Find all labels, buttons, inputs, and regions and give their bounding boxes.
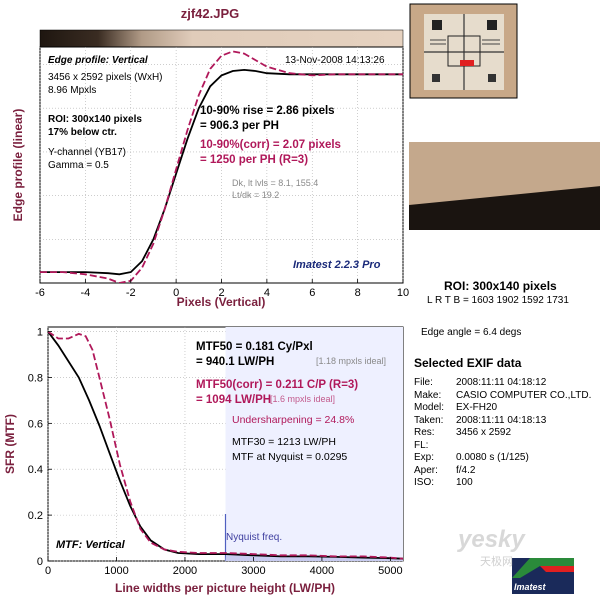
mtf-x-label: Line widths per picture height (LW/PH) (115, 581, 335, 595)
x-tick-label: 8 (355, 287, 361, 299)
nyquist-label: Nyquist freq. (226, 532, 282, 543)
x-tick-label: 5000 (378, 565, 402, 577)
x-tick-label: 0 (173, 287, 179, 299)
imatest-logo-text: Imatest (514, 582, 546, 592)
y-tick-label: 0.4 (28, 464, 43, 476)
undersharpening: Undersharpening = 24.8% (232, 414, 355, 426)
x-tick-label: 6 (309, 287, 315, 299)
mtf-ticks: 0 1000 2000 3000 4000 5000 0 0.2 0.4 0.6 0.8 1 (28, 327, 403, 577)
y-tick-label: 0.6 (28, 418, 43, 430)
exif-key: Res: (414, 427, 435, 438)
beyond-nyquist-shade (225, 327, 403, 561)
series-line-corrected (40, 50, 403, 283)
edge-profile-chart: -6 -4 -2 0 2 4 6 8 10 Pixels (Vertical) Edge pro… (11, 46, 409, 309)
exif-value: CASIO COMPUTER CO.,LTD. (456, 389, 592, 401)
mtf50-corr-ideal: [1.6 mpxls ideal] (270, 394, 336, 404)
image-info: 3456 x 2592 pixels (WxH) 8.96 Mpxls (48, 72, 163, 96)
x-tick-label: -4 (80, 287, 90, 299)
edge-heading: Edge profile: Vertical (48, 55, 148, 66)
edge-x-ticks: -6 -4 -2 0 2 4 6 8 10 (35, 279, 409, 299)
exif-key: Taken: (414, 414, 444, 426)
exif-title: Selected EXIF data (414, 356, 522, 370)
x-tick-label: 2000 (173, 565, 197, 577)
roi-title: ROI: 300x140 pixels (444, 279, 557, 293)
exif-key: File: (414, 377, 433, 388)
exif-value: 2008:11:11 04:18:12 (456, 377, 547, 388)
exif-value: 100 (456, 477, 473, 488)
edge-date: 13-Nov-2008 14:13:26 (285, 55, 385, 66)
exif-value: f/4.2 (456, 464, 476, 476)
rise-corr-readout: 10-90%(corr) = 2.07 pixels = 1250 per PH… (200, 139, 341, 166)
x-tick-label: -2 (126, 287, 136, 299)
exif-value: EX-FH20 (456, 402, 498, 413)
x-tick-label: 1000 (104, 565, 128, 577)
channel-info: Y-channel (YB17) Gamma = 0.5 (48, 147, 127, 171)
site-watermark: yesky (458, 526, 525, 553)
mtf-nyquist-region (224, 327, 403, 561)
exif-value: 0.0080 s (1/125) (456, 452, 529, 463)
exif-key: Make: (414, 389, 442, 401)
exif-row: FL: (414, 440, 591, 453)
edge-series (40, 50, 403, 283)
edge-angle: Edge angle = 6.4 degs (421, 327, 522, 338)
series-line-measured (40, 68, 403, 276)
imatest-logo (512, 558, 574, 594)
mtf50-ideal: [1.18 mpxls ideal] (316, 356, 387, 366)
x-tick-label: -6 (35, 287, 45, 299)
y-tick-label: 0 (37, 556, 43, 568)
exif-value: 3456 x 2592 (456, 427, 512, 438)
exif-row: Make: CASIO COMPUTER CO.,LTD. (414, 390, 591, 403)
mtf-heading: MTF: Vertical (56, 539, 125, 551)
exif-row: File: 2008:11:11 04:18:12 (414, 377, 591, 390)
x-tick-label: 2 (218, 287, 224, 299)
exif-key: Aper: (414, 464, 438, 476)
exif-key: FL: (414, 439, 429, 451)
roi-info: ROI: 300x140 pixels 17% below ctr. (48, 114, 142, 138)
exif-row: Taken: 2008:11:11 04:18:13 (414, 415, 591, 428)
mtf30-readout: MTF30 = 1213 LW/PH MTF at Nyquist = 0.02… (232, 436, 348, 463)
mtf50-readout: MTF50 = 0.181 Cy/Pxl = 940.1 LW/PH (196, 341, 313, 368)
imatest-version: Imatest 2.2.3 Pro (293, 259, 381, 271)
y-tick-label: 0.8 (28, 372, 43, 384)
exif-key: ISO: (414, 477, 435, 488)
y-tick-label: 0.2 (28, 510, 43, 522)
exif-row: ISO: 100 (414, 477, 591, 490)
x-tick-label: 10 (397, 287, 409, 299)
exif-row: Aper: f/4.2 (414, 465, 591, 478)
exif-row: Res: 3456 x 2592 (414, 427, 591, 440)
x-tick-label: 4000 (310, 565, 334, 577)
y-tick-label: 1 (37, 327, 43, 339)
edge-gradient-strip (39, 29, 404, 48)
rise-readout: 10-90% rise = 2.86 pixels = 906.3 per PH (200, 105, 335, 132)
x-tick-label: 4 (264, 287, 270, 299)
exif-list: File: 2008:11:11 04:18:12 Make: CASIO COMPU… (414, 377, 591, 490)
exif-value: 2008:11:11 04:18:13 (456, 414, 547, 426)
mtf-chart: 0 1000 2000 3000 4000 5000 0 0.2 0.4 0.6 0.8 1 Line… (3, 326, 404, 595)
edge-grid (39, 47, 404, 283)
edge-x-label: Pixels (Vertical) (177, 295, 266, 309)
roi-crop-image (409, 142, 600, 230)
exif-row: Exp: 0.0080 s (1/125) (414, 452, 591, 465)
exif-key: Exp: (414, 452, 435, 463)
x-tick-label: 3000 (241, 565, 265, 577)
x-tick-label: 0 (45, 565, 51, 577)
page-title: zjf42.JPG (180, 6, 240, 21)
mtf-series (48, 330, 403, 560)
chart-thumbnail (409, 3, 518, 99)
mtf50-corr-readout: MTF50(corr) = 0.211 C/P (R=3) = 1094 LW/… (196, 379, 359, 406)
levels-readout: Dk, lt lvls = 8.1, 155.4 Lt/dk = 19.2 (232, 178, 319, 200)
edge-y-label: Edge profile (linear) (11, 109, 25, 222)
exif-row: Model: EX-FH20 (414, 402, 591, 415)
site-watermark-cn: 天极网 (480, 556, 513, 568)
exif-key: Model: (414, 402, 445, 413)
aliasing-area (225, 554, 403, 561)
roi-coords: L R T B = 1603 1902 1592 1731 (427, 295, 569, 306)
mtf-y-label: SFR (MTF) (3, 414, 17, 474)
